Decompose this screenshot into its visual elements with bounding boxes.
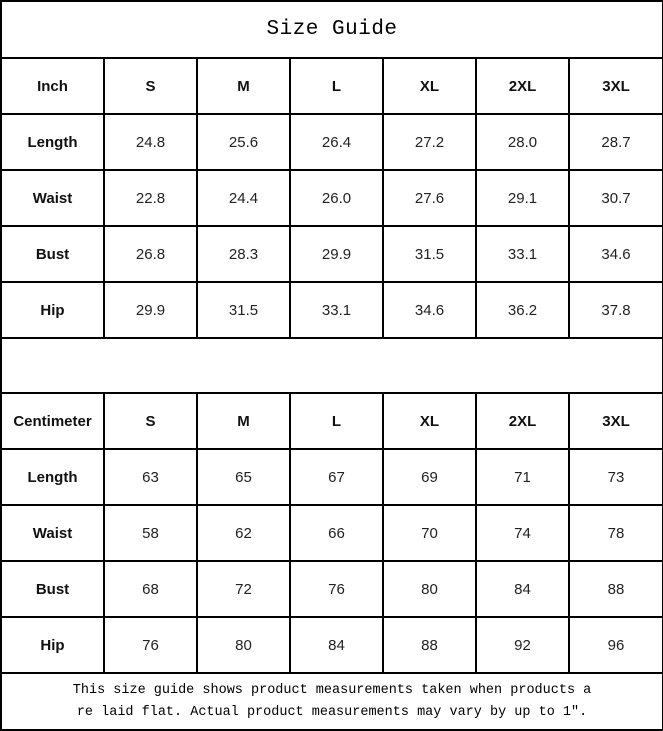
value-cell: 28.0 xyxy=(475,113,570,171)
size-header-2xl: 2XL xyxy=(475,57,570,115)
value-cell: 29.9 xyxy=(103,281,198,339)
value-cell: 84 xyxy=(289,616,384,674)
value-cell: 36.2 xyxy=(475,281,570,339)
value-cell: 31.5 xyxy=(382,225,477,283)
value-cell: 76 xyxy=(103,616,198,674)
value-cell: 30.7 xyxy=(567,169,663,227)
value-cell: 34.6 xyxy=(382,281,477,339)
size-header-s: S xyxy=(103,57,198,115)
value-cell: 31.5 xyxy=(196,281,291,339)
footnote: This size guide shows product measuremen… xyxy=(0,672,663,731)
value-cell: 26.4 xyxy=(289,113,384,171)
inch-header-row: Inch S M L XL 2XL 3XL xyxy=(0,57,663,115)
value-cell: 29.9 xyxy=(289,225,384,283)
footnote-line-2: re laid flat. Actual product measurement… xyxy=(76,704,588,720)
value-cell: 67 xyxy=(289,448,384,506)
value-cell: 63 xyxy=(103,448,198,506)
table-row: Bust 26.8 28.3 29.9 31.5 33.1 34.6 xyxy=(0,225,663,283)
footnote-line-1: This size guide shows product measuremen… xyxy=(72,682,592,698)
cm-unit-header: Centimeter xyxy=(0,392,105,450)
row-label: Bust xyxy=(0,560,105,618)
row-label: Hip xyxy=(0,281,105,339)
value-cell: 27.2 xyxy=(382,113,477,171)
value-cell: 88 xyxy=(567,560,663,618)
value-cell: 34.6 xyxy=(567,225,663,283)
value-cell: 76 xyxy=(289,560,384,618)
spacer-row xyxy=(0,337,663,394)
row-label: Hip xyxy=(0,616,105,674)
size-header-l: L xyxy=(289,392,384,450)
value-cell: 22.8 xyxy=(103,169,198,227)
value-cell: 72 xyxy=(196,560,291,618)
table-row: Hip 76 80 84 88 92 96 xyxy=(0,616,663,674)
row-label: Length xyxy=(0,448,105,506)
table-row: Waist 58 62 66 70 74 78 xyxy=(0,504,663,562)
size-header-m: M xyxy=(196,392,291,450)
size-header-xl: XL xyxy=(382,392,477,450)
value-cell: 29.1 xyxy=(475,169,570,227)
size-header-3xl: 3XL xyxy=(567,392,663,450)
value-cell: 58 xyxy=(103,504,198,562)
row-label: Waist xyxy=(0,504,105,562)
value-cell: 37.8 xyxy=(567,281,663,339)
value-cell: 25.6 xyxy=(196,113,291,171)
value-cell: 92 xyxy=(475,616,570,674)
size-header-m: M xyxy=(196,57,291,115)
inch-unit-header: Inch xyxy=(0,57,105,115)
value-cell: 66 xyxy=(289,504,384,562)
value-cell: 26.0 xyxy=(289,169,384,227)
page-title: Size Guide xyxy=(0,0,663,59)
cm-header-row: Centimeter S M L XL 2XL 3XL xyxy=(0,392,663,450)
value-cell: 70 xyxy=(382,504,477,562)
size-header-l: L xyxy=(289,57,384,115)
value-cell: 80 xyxy=(382,560,477,618)
table-row: Bust 68 72 76 80 84 88 xyxy=(0,560,663,618)
size-header-2xl: 2XL xyxy=(475,392,570,450)
value-cell: 71 xyxy=(475,448,570,506)
value-cell: 26.8 xyxy=(103,225,198,283)
value-cell: 69 xyxy=(382,448,477,506)
value-cell: 88 xyxy=(382,616,477,674)
value-cell: 28.7 xyxy=(567,113,663,171)
value-cell: 68 xyxy=(103,560,198,618)
value-cell: 80 xyxy=(196,616,291,674)
table-row: Hip 29.9 31.5 33.1 34.6 36.2 37.8 xyxy=(0,281,663,339)
row-label: Waist xyxy=(0,169,105,227)
value-cell: 62 xyxy=(196,504,291,562)
table-row: Length 63 65 67 69 71 73 xyxy=(0,448,663,506)
value-cell: 78 xyxy=(567,504,663,562)
value-cell: 28.3 xyxy=(196,225,291,283)
value-cell: 65 xyxy=(196,448,291,506)
row-label: Bust xyxy=(0,225,105,283)
value-cell: 24.4 xyxy=(196,169,291,227)
value-cell: 84 xyxy=(475,560,570,618)
value-cell: 33.1 xyxy=(475,225,570,283)
value-cell: 24.8 xyxy=(103,113,198,171)
size-header-3xl: 3XL xyxy=(567,57,663,115)
size-header-s: S xyxy=(103,392,198,450)
row-label: Length xyxy=(0,113,105,171)
table-row: Waist 22.8 24.4 26.0 27.6 29.1 30.7 xyxy=(0,169,663,227)
value-cell: 27.6 xyxy=(382,169,477,227)
value-cell: 73 xyxy=(567,448,663,506)
value-cell: 33.1 xyxy=(289,281,384,339)
value-cell: 74 xyxy=(475,504,570,562)
size-header-xl: XL xyxy=(382,57,477,115)
value-cell: 96 xyxy=(567,616,663,674)
table-row: Length 24.8 25.6 26.4 27.2 28.0 28.7 xyxy=(0,113,663,171)
